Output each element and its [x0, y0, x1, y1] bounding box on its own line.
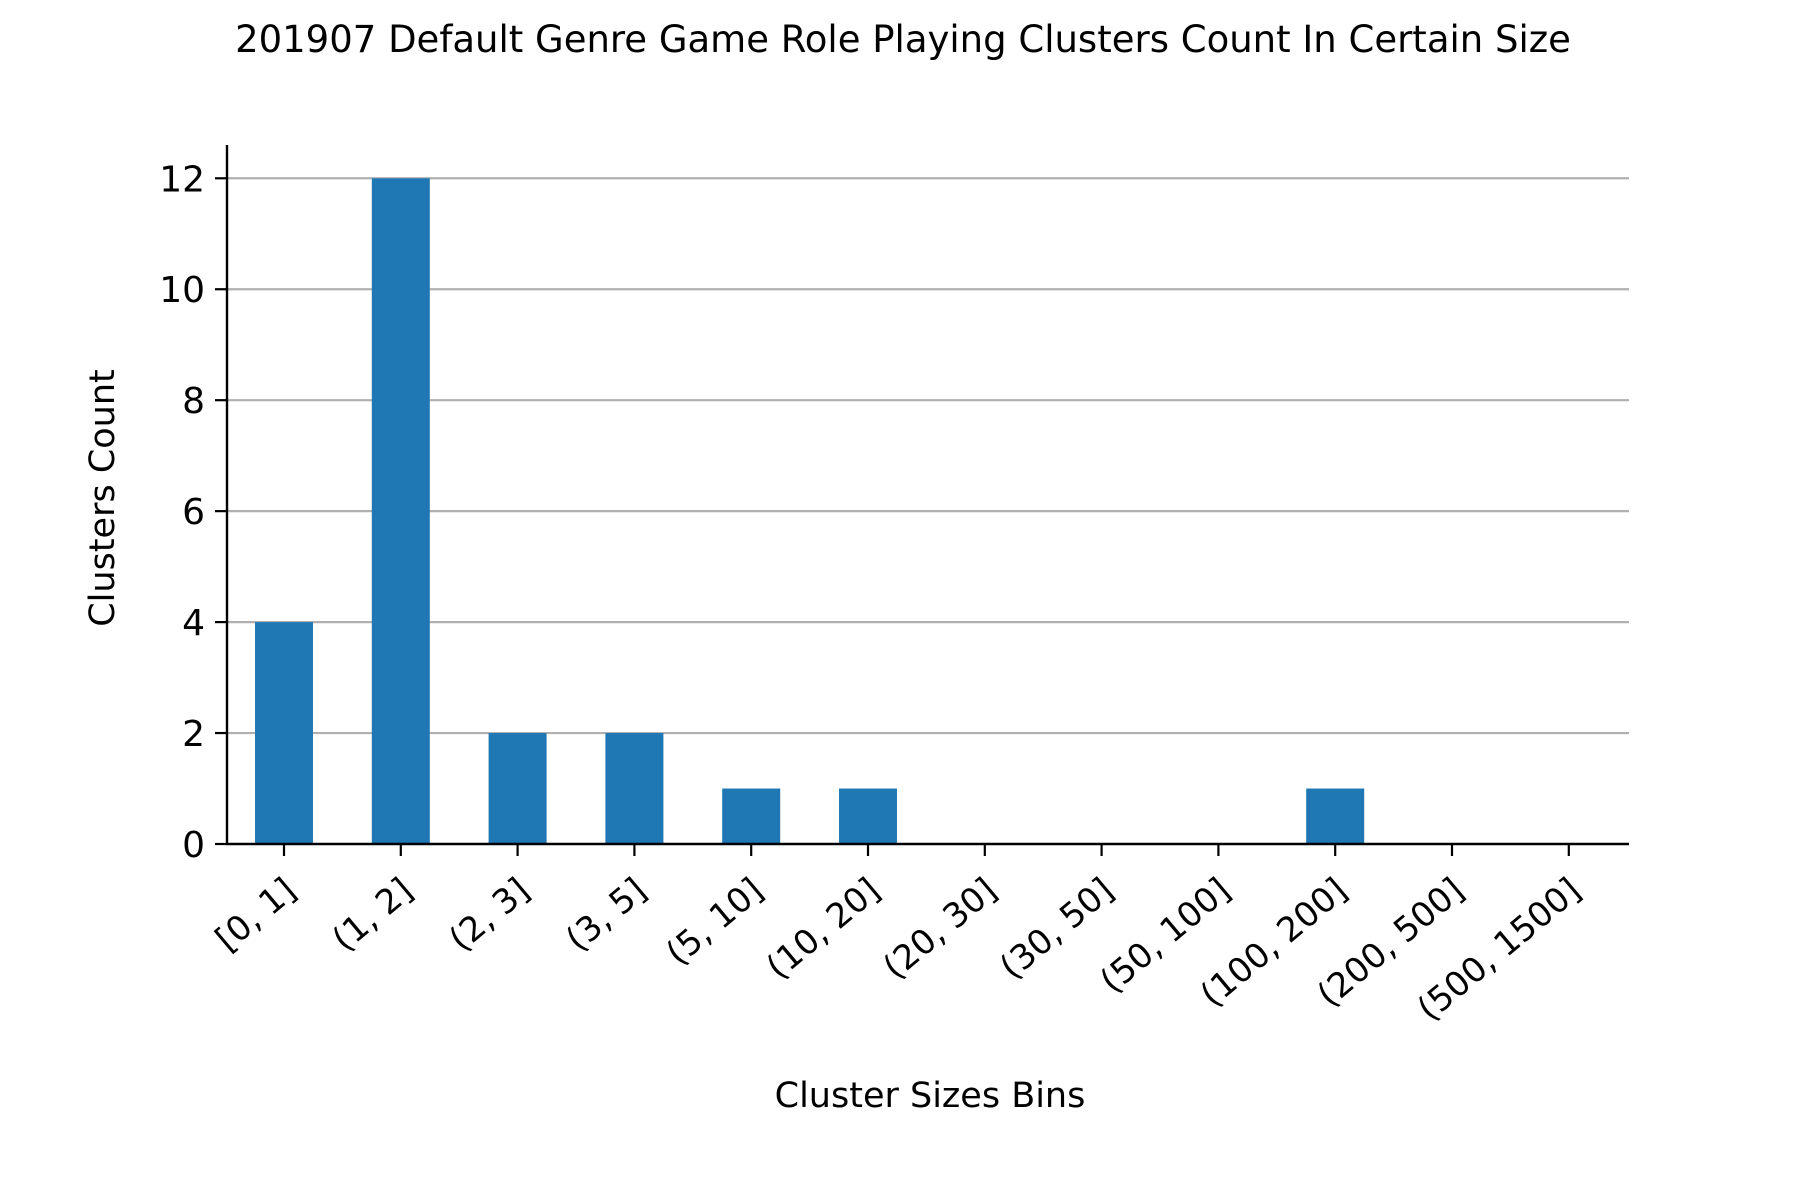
- gridlines: [227, 177, 1629, 735]
- y-tick-label: 10: [159, 270, 205, 311]
- y-axis-label: Clusters Count: [83, 369, 123, 627]
- y-tick-label: 2: [182, 714, 205, 755]
- bar: [722, 788, 781, 844]
- x-tick-label: (2, 3]: [442, 870, 538, 959]
- bar: [839, 788, 897, 844]
- y-tick-label: 12: [159, 159, 205, 200]
- x-axis-label: Cluster Sizes Bins: [775, 1076, 1086, 1116]
- bar: [1306, 788, 1365, 844]
- chart-title: 201907 Default Genre Game Role Playing C…: [235, 18, 1571, 61]
- bar: [605, 733, 664, 844]
- bar: [371, 178, 430, 845]
- bar: [255, 622, 313, 844]
- x-tick-label: (3, 5]: [558, 870, 654, 959]
- x-tick-label: (20, 30]: [876, 870, 1005, 987]
- y-tick-label: 0: [182, 825, 205, 866]
- y-tick-label: 4: [182, 603, 205, 644]
- bar: [488, 733, 547, 844]
- axes: [225, 145, 1629, 846]
- bars: [255, 178, 1365, 845]
- x-tick-label: (5, 10]: [659, 870, 771, 973]
- y-tick-label: 8: [182, 381, 205, 422]
- x-ticks: [0, 1] (1, 2] (2, 3] (3, 5] (5, 10](10, 20](…: [208, 844, 1589, 1029]
- y-ticks: 0 2 4 6 8 10 12: [159, 159, 227, 866]
- y-tick-label: 6: [182, 492, 205, 533]
- x-tick-label: (10, 20]: [759, 870, 888, 987]
- x-tick-label: (1, 2]: [325, 870, 421, 959]
- x-tick-label: [0, 1]: [208, 870, 304, 959]
